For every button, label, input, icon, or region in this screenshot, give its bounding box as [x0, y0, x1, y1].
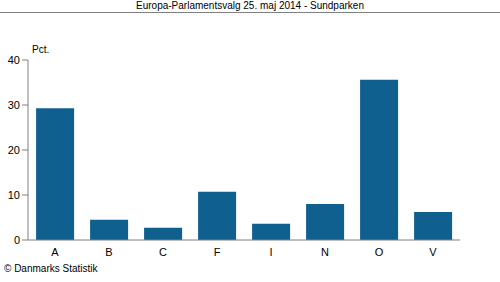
svg-text:40: 40 — [8, 54, 20, 66]
html-text:Europa-Parlamentsvalg 25. maj: Europa-Parlamentsvalg 25. maj 2014 - Sun… — [136, 0, 364, 11]
html-text:Pct.: Pct. — [32, 44, 50, 55]
svg-text:C: C — [159, 246, 167, 258]
svg-text:10: 10 — [8, 189, 20, 201]
svg-text:0: 0 — [14, 234, 20, 246]
svg-text:V: V — [429, 246, 437, 258]
svg-text:A: A — [51, 246, 59, 258]
svg-text:F: F — [214, 246, 221, 258]
svg-text:N: N — [321, 246, 329, 258]
svg-text:I: I — [269, 246, 272, 258]
svg-text:O: O — [375, 246, 384, 258]
svg-text:B: B — [105, 246, 112, 258]
html-text:© Danmarks Statistik: © Danmarks Statistik — [4, 263, 98, 274]
svg-text:20: 20 — [8, 144, 20, 156]
svg-text:30: 30 — [8, 99, 20, 111]
